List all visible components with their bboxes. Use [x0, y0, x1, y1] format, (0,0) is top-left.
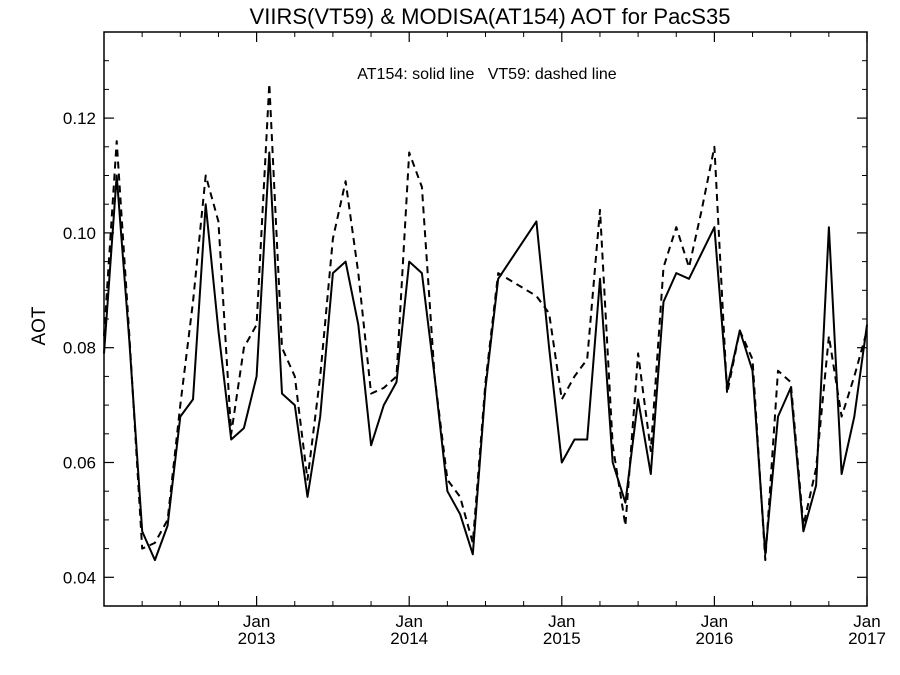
- y-tick-label: 0.06: [63, 454, 96, 473]
- x-tick-label-year: 2015: [543, 629, 581, 648]
- x-tick-label-year: 2013: [238, 629, 276, 648]
- y-axis-label: AOT: [29, 306, 50, 345]
- y-tick-label: 0.08: [63, 339, 96, 358]
- y-tick-label: 0.04: [63, 568, 96, 587]
- series-line-at154: [103, 151, 868, 562]
- x-tick-label-year: 2014: [390, 629, 428, 648]
- x-tick-label-month: Jan: [853, 612, 880, 631]
- x-tick-label-month: Jan: [395, 612, 422, 631]
- plot-frame: [103, 31, 868, 607]
- chart-annotation: AT154: solid line VT59: dashed line: [357, 66, 617, 83]
- x-tick-label-month: Jan: [548, 612, 575, 631]
- x-tick-label-month: Jan: [701, 612, 728, 631]
- series-layer: [103, 82, 868, 562]
- x-tick-label-month: Jan: [243, 612, 270, 631]
- chart-title: VIIRS(VT59) & MODISA(AT154) AOT for PacS…: [250, 4, 731, 29]
- axes-layer: 0.040.060.080.100.12Jan2013Jan2014Jan201…: [63, 31, 886, 648]
- y-tick-label: 0.10: [63, 224, 96, 243]
- x-tick-label-year: 2016: [695, 629, 733, 648]
- y-tick-label: 0.12: [63, 109, 96, 128]
- series-line-vt59: [103, 82, 868, 562]
- x-tick-label-year: 2017: [848, 629, 886, 648]
